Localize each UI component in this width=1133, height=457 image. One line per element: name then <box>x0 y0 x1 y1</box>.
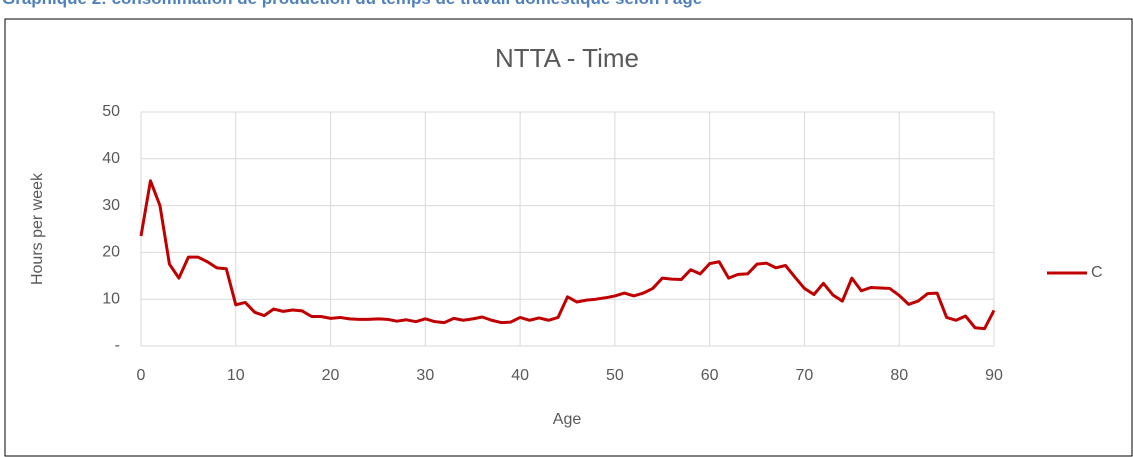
x-tick-label: 90 <box>985 367 1003 384</box>
x-tick-label: 80 <box>890 367 908 384</box>
legend-label: C <box>1091 264 1103 281</box>
heading: Graphique 2: consommation de production … <box>2 0 702 9</box>
x-axis-label: Age <box>553 411 582 428</box>
y-axis-label: Hours per week <box>29 172 46 285</box>
x-tick-label: 40 <box>511 367 529 384</box>
x-tick-label: 30 <box>416 367 434 384</box>
y-tick-label: 10 <box>102 290 120 307</box>
x-tick-label: 50 <box>606 367 624 384</box>
x-tick-label: 20 <box>322 367 340 384</box>
x-tick-label: 10 <box>227 367 245 384</box>
x-tick-label: 0 <box>137 367 146 384</box>
y-tick-label: - <box>115 337 120 354</box>
data-line <box>139 179 996 331</box>
chart-title: NTTA - Time <box>495 43 639 73</box>
y-tick-label: 40 <box>102 150 120 167</box>
x-tick-label: 70 <box>796 367 814 384</box>
x-tick-label: 60 <box>701 367 719 384</box>
chart-border <box>4 18 1133 457</box>
y-tick-label: 50 <box>102 103 120 120</box>
y-tick-label: 20 <box>102 244 120 261</box>
y-tick-label: 30 <box>102 197 120 214</box>
